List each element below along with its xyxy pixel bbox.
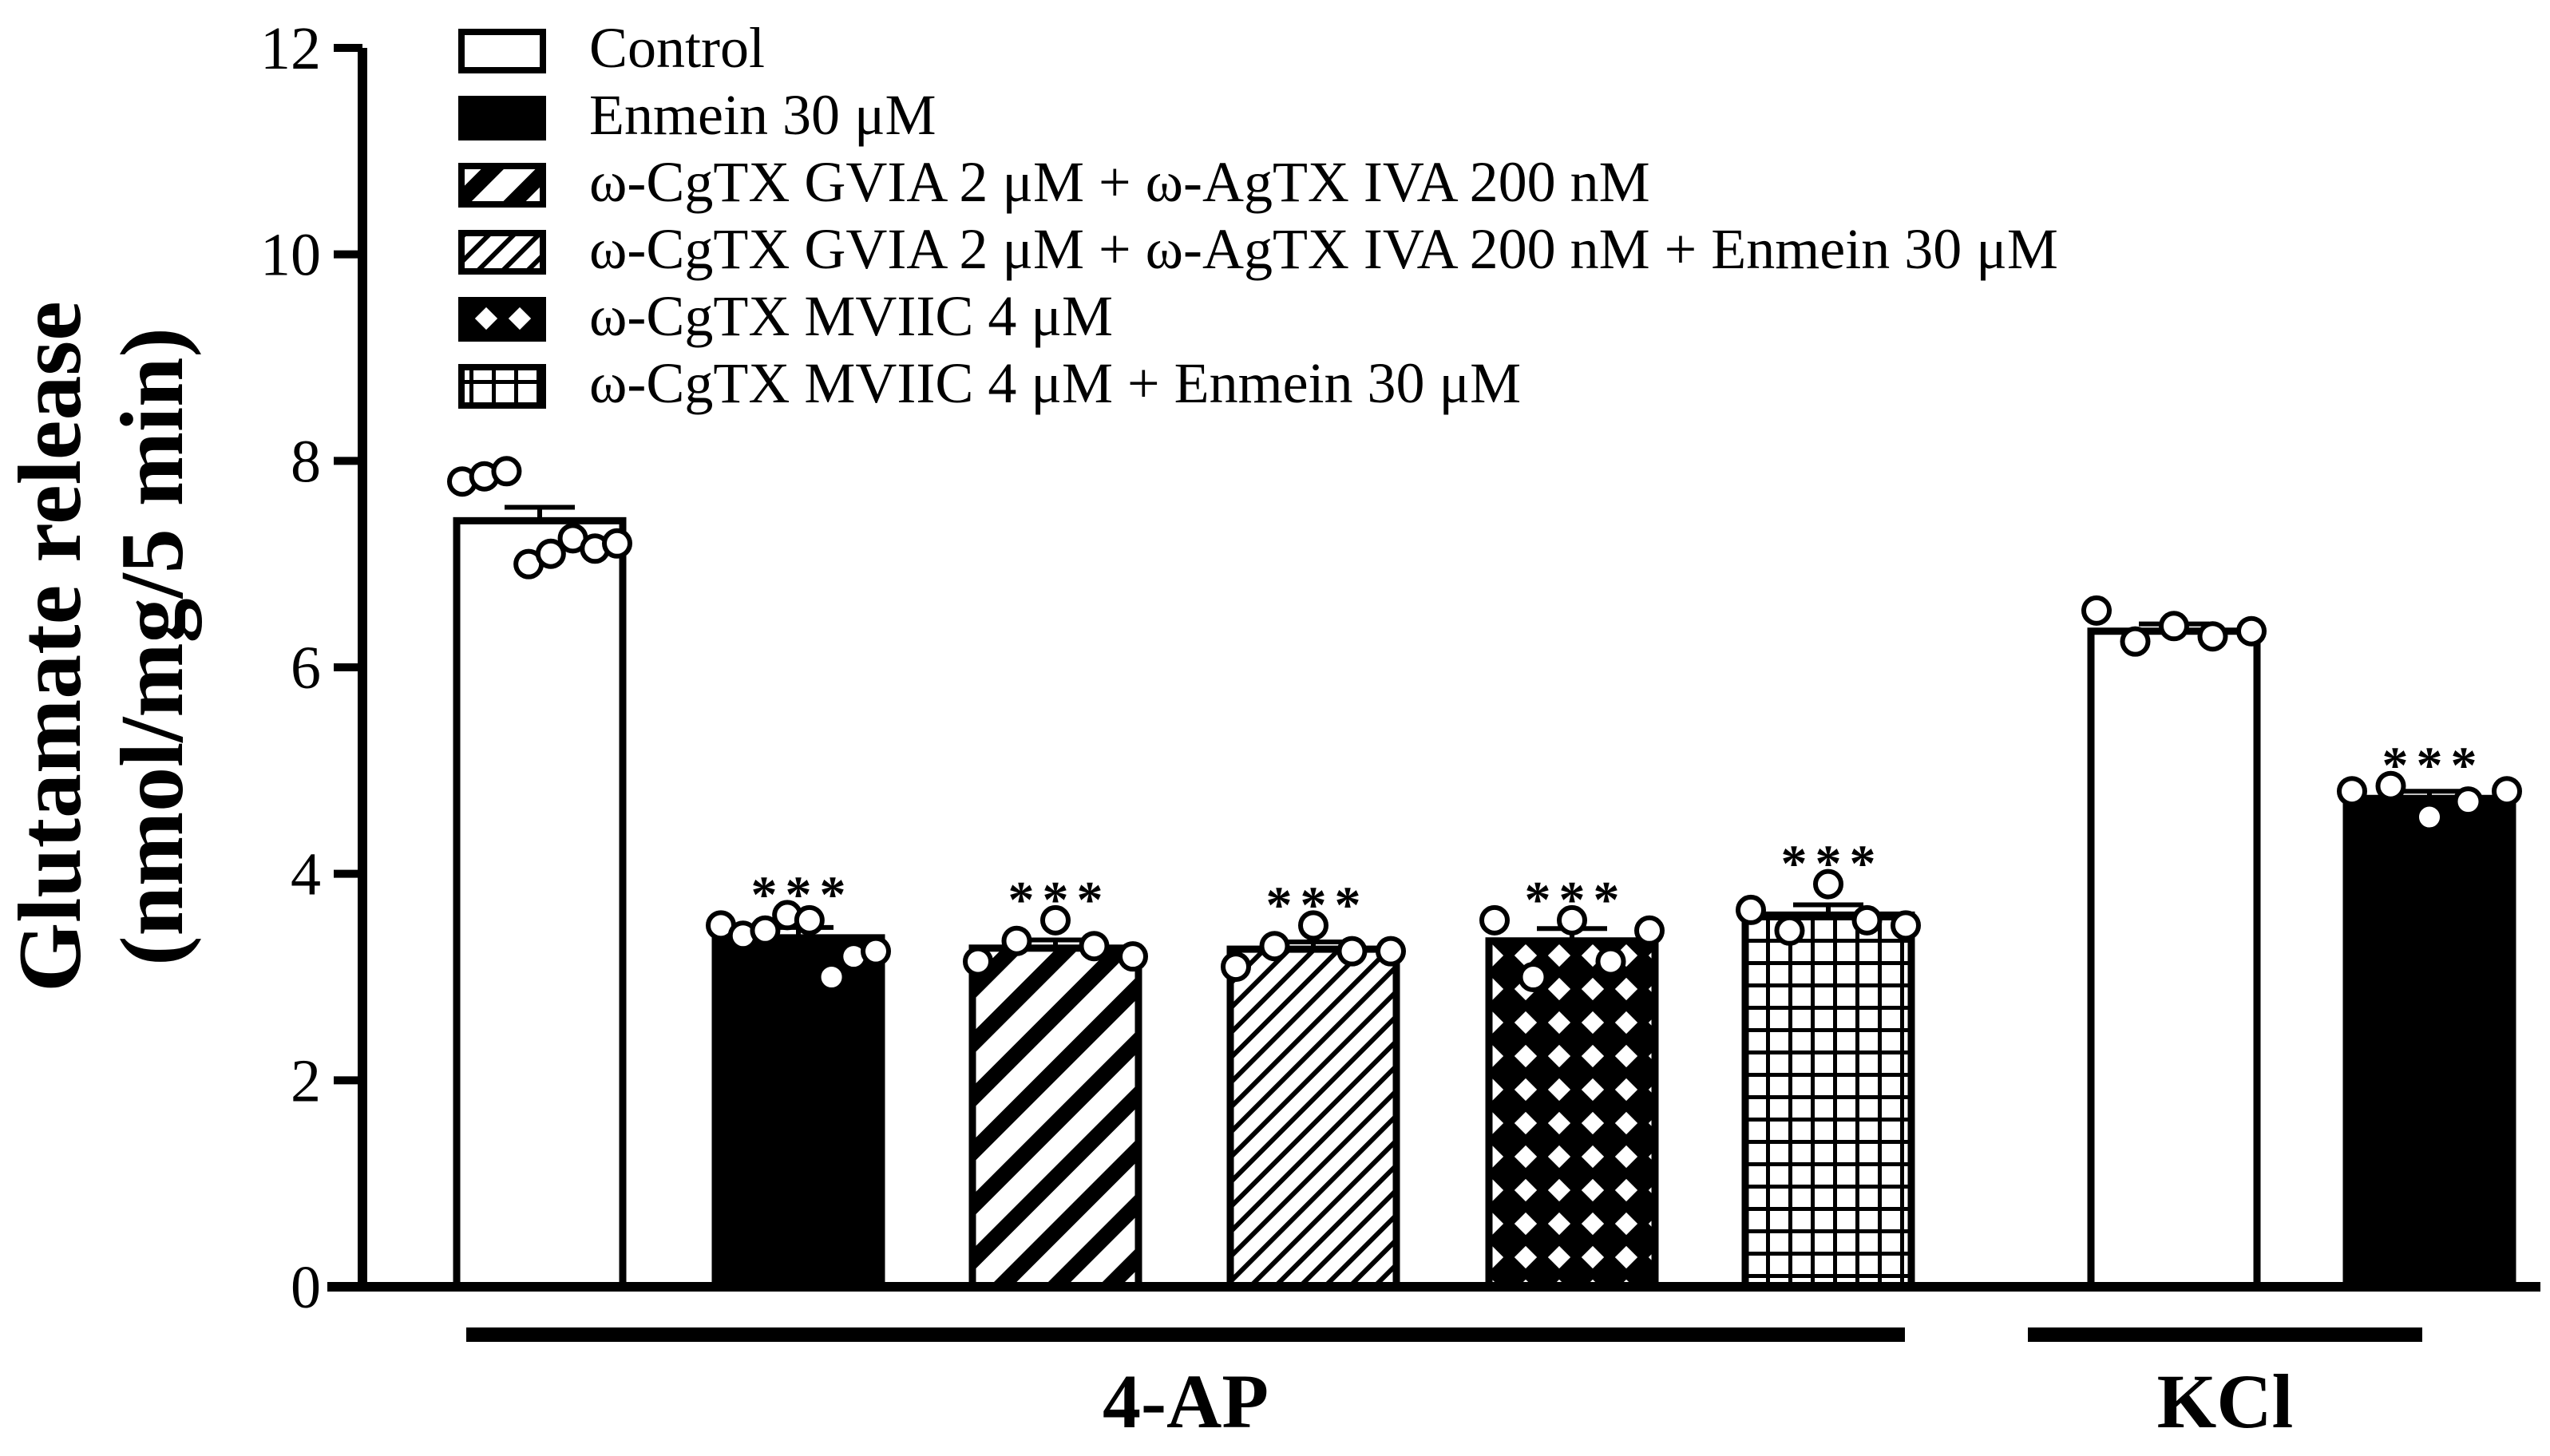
legend-swatch — [458, 297, 546, 342]
y-axis-label-line1: Glutamate release — [1, 301, 100, 992]
bar — [711, 934, 885, 1291]
bar — [2342, 794, 2516, 1291]
data-point — [794, 904, 825, 936]
significance-marker: *** — [2382, 737, 2485, 795]
data-point — [1595, 946, 1626, 977]
data-point — [1298, 910, 1328, 941]
y-tick-label: 2 — [291, 1047, 321, 1114]
bar-group: *** — [2337, 737, 2522, 1291]
bar — [1226, 945, 1400, 1291]
data-point — [1221, 952, 1251, 983]
bar — [1485, 937, 1659, 1291]
data-point — [1001, 925, 1032, 956]
data-point — [1774, 915, 1805, 946]
significance-marker: *** — [1266, 876, 1369, 934]
bar-group — [2081, 595, 2267, 1291]
data-point — [2453, 786, 2484, 817]
data-point — [1040, 904, 1071, 936]
bar — [2087, 627, 2261, 1291]
y-axis-label-line2: (nmol/mg/5 min) — [103, 327, 202, 966]
bar — [1741, 911, 1915, 1291]
bars: *** *** *** *** *** *** — [447, 456, 2522, 1291]
data-point — [2236, 615, 2267, 647]
data-point — [1736, 894, 1766, 925]
data-point — [491, 456, 522, 487]
y-tick-label: 6 — [291, 635, 321, 702]
significance-marker: *** — [1781, 835, 1884, 893]
data-point — [2197, 621, 2228, 652]
y-tick-label: 8 — [291, 428, 321, 495]
data-point — [1118, 941, 1148, 972]
data-point — [2120, 626, 2151, 657]
data-point — [1336, 936, 1368, 967]
bar — [453, 516, 627, 1291]
legend-label: ω-CgTX GVIA 2 μM + ω-AgTX IVA 200 nM + E… — [589, 217, 2058, 281]
legend-item: Control — [458, 16, 765, 80]
data-point — [2337, 776, 2367, 807]
legend-item: ω-CgTX GVIA 2 μM + ω-AgTX IVA 200 nM — [458, 150, 1650, 214]
group-label: KCl — [2157, 1359, 2294, 1444]
data-point — [1479, 904, 1510, 936]
bar-group: *** — [1736, 835, 1921, 1291]
y-tick-label: 0 — [291, 1254, 321, 1321]
bar-group: *** — [963, 871, 1148, 1291]
data-point — [1376, 936, 1406, 967]
significance-marker: *** — [1525, 871, 1628, 929]
legend-item: ω-CgTX MVIIC 4 μM + Enmein 30 μM — [458, 351, 1521, 415]
bar-group — [447, 456, 632, 1291]
legend-swatch — [458, 96, 546, 140]
data-point — [1259, 931, 1290, 962]
data-point — [750, 915, 781, 946]
data-point — [861, 936, 891, 967]
data-point — [963, 946, 993, 977]
y-tick-label: 10 — [260, 222, 321, 289]
data-point — [2492, 776, 2522, 807]
data-point — [1634, 915, 1665, 946]
bar — [968, 944, 1142, 1291]
data-point — [2159, 611, 2189, 642]
data-point — [1851, 904, 1883, 936]
data-point — [2414, 801, 2445, 833]
legend-item: ω-CgTX MVIIC 4 μM — [458, 284, 1113, 348]
y-axis: 0 2 4 6 8 10 12 — [260, 15, 367, 1321]
legend-label: ω-CgTX MVIIC 4 μM + Enmein 30 μM — [589, 351, 1521, 415]
data-point — [1557, 904, 1587, 936]
data-point — [535, 538, 566, 569]
legend-swatch — [458, 230, 546, 275]
data-point — [602, 528, 632, 559]
legend-swatch — [458, 364, 546, 409]
y-tick-label: 4 — [291, 841, 321, 908]
legend-label: Enmein 30 μM — [589, 83, 936, 147]
y-tick-label: 12 — [260, 15, 321, 82]
data-point — [1079, 931, 1110, 962]
legend-label: ω-CgTX MVIIC 4 μM — [589, 284, 1113, 348]
legend-swatch — [458, 163, 546, 208]
significance-marker: *** — [1008, 871, 1111, 929]
data-point — [1518, 962, 1549, 992]
bar-group: *** — [1221, 876, 1406, 1291]
legend-label: Control — [589, 16, 765, 80]
bar-group: *** — [1479, 871, 1665, 1291]
legend-label: ω-CgTX GVIA 2 μM + ω-AgTX IVA 200 nM — [589, 150, 1650, 214]
bar-group: *** — [706, 865, 891, 1291]
data-point — [1813, 868, 1843, 900]
data-point — [2081, 595, 2112, 626]
group-brackets: 4-AP KCl — [466, 1327, 2422, 1444]
legend-item: Enmein 30 μM — [458, 83, 936, 147]
data-point — [2375, 770, 2406, 801]
data-point — [816, 962, 847, 992]
legend-item: ω-CgTX GVIA 2 μM + ω-AgTX IVA 200 nM + E… — [458, 217, 2058, 281]
data-point — [1891, 910, 1921, 941]
significance-marker: *** — [751, 865, 854, 924]
group-label: 4-AP — [1103, 1359, 1269, 1444]
legend-swatch — [458, 29, 546, 73]
